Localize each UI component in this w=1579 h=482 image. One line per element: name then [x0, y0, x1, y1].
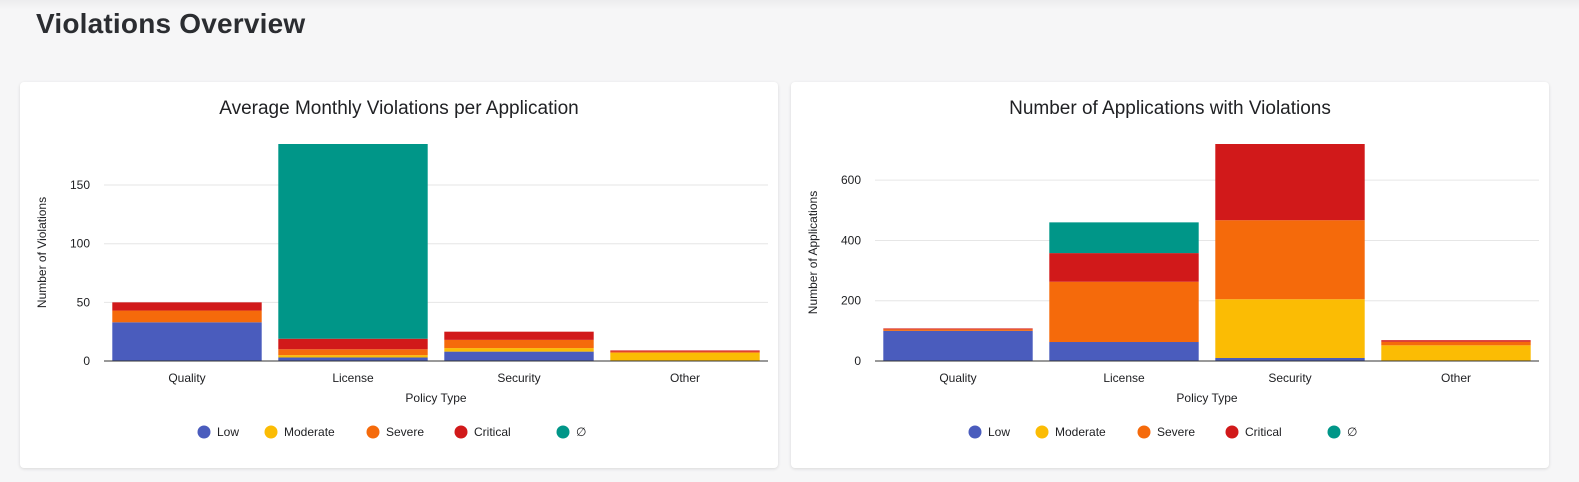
- bar-quality-low: [112, 322, 262, 361]
- y-tick-label: 150: [70, 178, 90, 192]
- x-tick-label: Security: [1268, 371, 1311, 385]
- x-tick-label: License: [332, 371, 374, 385]
- chart-card-avg-monthly-violations: Average Monthly Violations per Applicati…: [20, 82, 778, 468]
- bar-license-moderate: [278, 355, 428, 358]
- legend-label-critical: Critical: [1245, 425, 1282, 439]
- y-tick-label: 50: [77, 295, 91, 309]
- y-axis-title: Number of Applications: [806, 191, 820, 314]
- legend-label-null: ∅: [1347, 425, 1357, 439]
- chart-card-applications-with-violations: Number of Applications with Violations 0 2…: [791, 82, 1549, 468]
- x-tick-label: Other: [670, 371, 700, 385]
- chart-title: Average Monthly Violations per Applicati…: [219, 98, 578, 119]
- y-tick-label: 100: [70, 237, 90, 251]
- bar-license-low: [1049, 342, 1199, 361]
- bar-security-low: [444, 351, 594, 361]
- y-tick-label: 0: [83, 354, 90, 368]
- bar-quality-severe: [112, 310, 262, 323]
- bar-license-null: [278, 144, 428, 339]
- bar-security-severe: [1215, 220, 1365, 300]
- legend-swatch-low: [968, 425, 982, 439]
- bar-security-moderate: [444, 348, 594, 352]
- bar-other-critical: [610, 350, 760, 352]
- x-tick-label: Other: [1441, 371, 1471, 385]
- bar-security-critical: [1215, 144, 1365, 221]
- x-tick-label: License: [1103, 371, 1145, 385]
- bar-other-moderate: [1381, 345, 1531, 361]
- legend-label-severe: Severe: [386, 425, 424, 439]
- legend-label-severe: Severe: [1157, 425, 1195, 439]
- legend-label-moderate: Moderate: [284, 425, 335, 439]
- page-title: Violations Overview: [36, 8, 306, 39]
- legend-swatch-moderate: [264, 425, 278, 439]
- legend-swatch-critical: [1225, 425, 1239, 439]
- legend-swatch-moderate: [1035, 425, 1049, 439]
- legend-swatch-severe: [1137, 425, 1151, 439]
- bar-security-critical: [444, 331, 594, 340]
- legend-label-low: Low: [988, 425, 1010, 439]
- bar-license-severe: [278, 349, 428, 356]
- legend-label-low: Low: [217, 425, 239, 439]
- x-tick-label: Quality: [939, 371, 976, 385]
- y-tick-label: 600: [841, 173, 861, 187]
- y-tick-label: 0: [854, 354, 861, 368]
- x-tick-label: Security: [497, 371, 540, 385]
- y-tick-label: 400: [841, 233, 861, 247]
- bar-quality-low: [883, 330, 1033, 361]
- bar-other-critical: [1381, 340, 1531, 342]
- x-axis-title: Policy Type: [1176, 391, 1237, 405]
- legend: Low Moderate Severe Critical ∅: [197, 425, 586, 439]
- legend: Low Moderate Severe Critical ∅: [968, 425, 1357, 439]
- bar-license-critical: [278, 338, 428, 350]
- bar-security-low: [1215, 357, 1365, 361]
- bar-license-critical: [1049, 253, 1199, 282]
- legend-swatch-null: [556, 425, 570, 439]
- x-tick-label: Quality: [168, 371, 205, 385]
- bar-license-null: [1049, 222, 1199, 254]
- bar-other-severe: [610, 351, 760, 353]
- bar-other-severe: [1381, 341, 1531, 346]
- bar-quality-critical: [883, 328, 1033, 330]
- y-tick-label: 200: [841, 294, 861, 308]
- top-shadow-bar: [0, 0, 1579, 10]
- chart-svg: Number of Applications with Violations 0 2…: [806, 98, 1539, 439]
- bar-license-low: [278, 357, 428, 361]
- legend-swatch-low: [197, 425, 211, 439]
- bar-other-moderate: [610, 352, 760, 361]
- bar-quality-critical: [112, 302, 262, 311]
- y-axis-title: Number of Violations: [35, 197, 49, 308]
- bar-license-severe: [1049, 281, 1199, 343]
- bar-security-moderate: [1215, 299, 1365, 358]
- bar-quality-severe: [883, 329, 1033, 331]
- legend-label-moderate: Moderate: [1055, 425, 1106, 439]
- chart-title: Number of Applications with Violations: [1009, 98, 1331, 119]
- legend-swatch-null: [1327, 425, 1341, 439]
- legend-label-null: ∅: [576, 425, 586, 439]
- bar-security-severe: [444, 339, 594, 349]
- x-axis-title: Policy Type: [405, 391, 466, 405]
- legend-swatch-severe: [366, 425, 380, 439]
- legend-swatch-critical: [454, 425, 468, 439]
- chart-svg: Average Monthly Violations per Applicati…: [35, 98, 768, 439]
- legend-label-critical: Critical: [474, 425, 511, 439]
